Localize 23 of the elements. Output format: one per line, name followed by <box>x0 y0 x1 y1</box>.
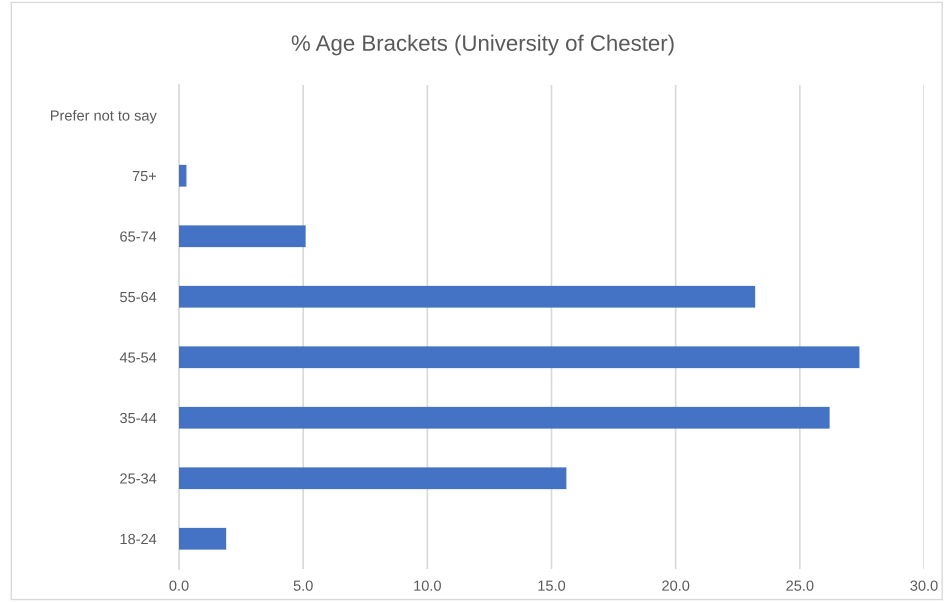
x-tick-label: 5.0 <box>294 580 313 591</box>
bar <box>179 225 306 248</box>
y-tick-label: Prefer not to say <box>50 110 157 124</box>
bar <box>179 528 226 550</box>
x-tick-label: 30.0 <box>910 580 938 591</box>
y-tick-label: 45-54 <box>120 352 156 363</box>
x-tick-label: 15.0 <box>538 580 566 591</box>
bar <box>179 346 860 368</box>
bar <box>179 164 186 187</box>
y-tick-label: 75+ <box>132 171 156 182</box>
y-tick-label: 18-24 <box>120 534 156 544</box>
bar <box>179 286 756 308</box>
x-tick-label: 20.0 <box>662 580 690 591</box>
y-tick-label: 65-74 <box>120 231 156 242</box>
y-tick-label: 35-44 <box>120 412 156 424</box>
x-tick-label: 0.0 <box>169 580 189 591</box>
y-tick-label: 25-34 <box>120 473 156 484</box>
x-tick-label: 10.0 <box>414 580 441 591</box>
bar <box>179 406 830 429</box>
x-tick-label: 25.0 <box>786 580 814 591</box>
y-tick-label: 55-64 <box>120 292 156 302</box>
chart-title: % Age Brackets (University of Chester) <box>292 34 674 56</box>
bar <box>179 467 566 490</box>
